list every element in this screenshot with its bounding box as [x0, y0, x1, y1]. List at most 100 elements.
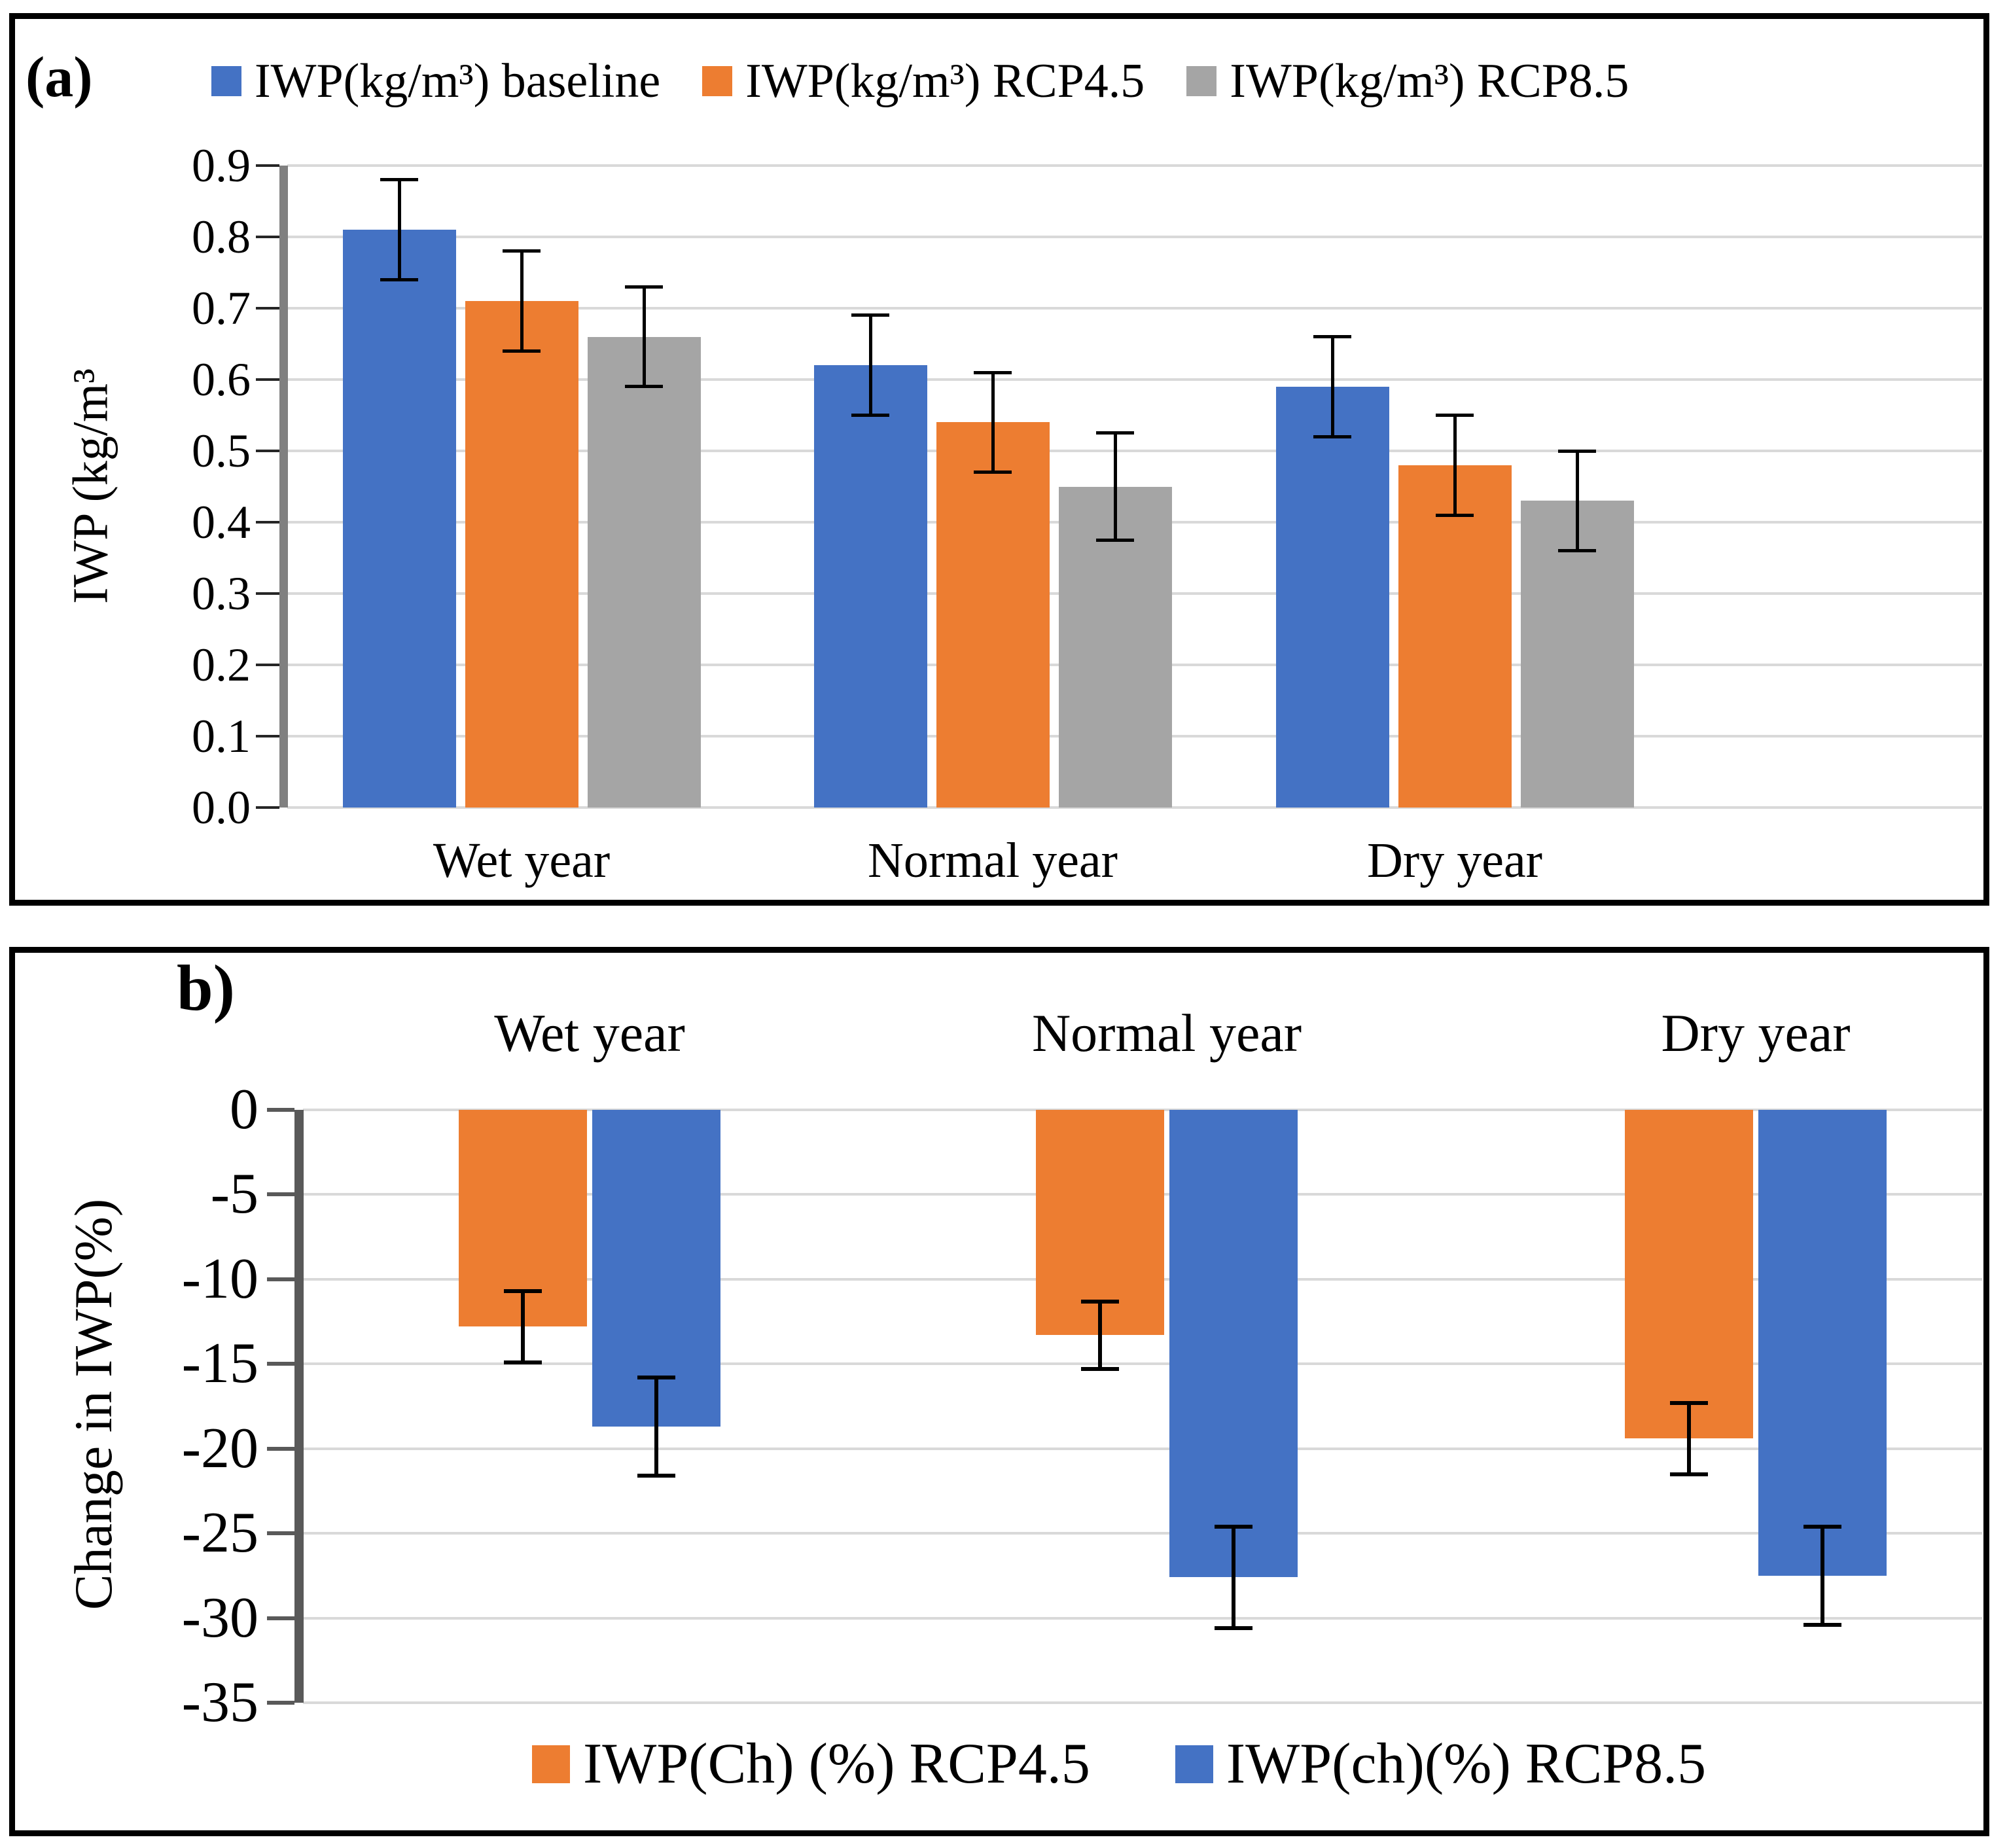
y-axis-tick: [267, 1108, 294, 1112]
category-label: Dry year: [1367, 833, 1542, 888]
legend-item: IWP(Ch) (%) RCP4.5: [532, 1735, 1090, 1793]
y-axis-tick: [256, 592, 279, 595]
gridline: [287, 164, 1982, 167]
error-bar-cap: [1558, 549, 1596, 553]
gridline: [287, 450, 1982, 452]
panel-b-label: b): [177, 951, 235, 1024]
y-axis-title-b: Change in IWP(%): [63, 1198, 123, 1610]
error-bar-cap: [380, 178, 418, 182]
bar: [1758, 1110, 1887, 1576]
error-bar-cap: [637, 1474, 675, 1478]
bar: [1625, 1110, 1753, 1439]
y-tick-label: -10: [181, 1247, 258, 1311]
error-bar-line: [991, 372, 995, 472]
error-bar-line: [1098, 1301, 1102, 1370]
y-axis-tick: [256, 806, 279, 809]
error-bar-cap: [1096, 431, 1134, 435]
error-bar-cap: [1081, 1367, 1119, 1372]
error-bar-line: [1330, 336, 1334, 437]
y-axis-tick: [267, 1277, 294, 1281]
error-bar-cap: [1803, 1622, 1841, 1627]
error-bar-line: [868, 315, 872, 416]
category-label: Wet year: [494, 1003, 685, 1063]
legend-label: IWP(kg/m³) RCP8.5: [1230, 54, 1629, 108]
y-axis-tick: [267, 1446, 294, 1451]
error-bar-cap: [637, 1375, 675, 1379]
legend-label: IWP(ch)(%) RCP8.5: [1226, 1732, 1707, 1796]
legend-swatch: [211, 66, 241, 96]
plot-area-b: 0 -5 -10 -15 -20 -25 -30 -35 Wet year Normal year…: [15, 953, 1983, 1830]
y-tick-label: 0.2: [192, 639, 251, 691]
error-bar-cap: [625, 285, 663, 289]
error-bar-cap: [1803, 1524, 1841, 1529]
y-axis-line: [279, 166, 288, 808]
legend-item: IWP(kg/m³) RCP4.5: [702, 57, 1145, 105]
error-bar-line: [642, 287, 646, 387]
gridline: [303, 1362, 1982, 1366]
legend-panel-a: IWP(kg/m³) baseline IWP(kg/m³) RCP4.5 IWP(…: [211, 57, 1629, 105]
bar: [936, 422, 1050, 808]
error-bar-cap: [974, 471, 1012, 474]
error-bar-cap: [1436, 513, 1474, 517]
y-tick-label: 0.1: [192, 710, 251, 762]
gridline: [303, 1701, 1982, 1704]
gridline: [303, 1616, 1982, 1620]
y-tick-label: -20: [181, 1416, 258, 1480]
y-axis-tick: [267, 1616, 294, 1620]
panel-a: (a) IWP(kg/m³) baseline IWP(kg/m³) RCP4.5…: [9, 13, 1989, 906]
error-bar-cap: [1215, 1626, 1252, 1631]
y-tick-label: 0.5: [192, 425, 251, 477]
y-tick-label: 0.9: [192, 139, 251, 192]
error-bar-line: [1232, 1526, 1235, 1629]
legend-swatch: [532, 1745, 570, 1783]
gridline: [287, 307, 1982, 310]
legend-item: IWP(kg/m³) baseline: [211, 57, 660, 105]
y-axis-tick: [267, 1531, 294, 1536]
gridline: [303, 1447, 1982, 1450]
bar: [342, 230, 456, 808]
y-tick-label: -30: [181, 1586, 258, 1650]
legend-label: IWP(Ch) (%) RCP4.5: [583, 1732, 1090, 1796]
y-tick-label: 0.3: [192, 567, 251, 620]
error-bar-cap: [851, 414, 889, 417]
panel-a-label: (a): [26, 46, 93, 109]
error-bar-cap: [503, 349, 541, 353]
category-label: Wet year: [433, 833, 611, 888]
legend-label: IWP(kg/m³) baseline: [255, 54, 661, 108]
y-axis-tick: [267, 1701, 294, 1705]
category-label: Dry year: [1661, 1003, 1851, 1063]
error-bar-cap: [1670, 1400, 1708, 1405]
legend-panel-b: IWP(Ch) (%) RCP4.5 IWP(ch)(%) RCP8.5: [532, 1735, 1706, 1793]
y-tick-label: 0.8: [192, 211, 251, 263]
error-bar-line: [1821, 1526, 1824, 1625]
gridline: [303, 1532, 1982, 1535]
bar: [592, 1110, 720, 1427]
bar: [813, 365, 927, 808]
error-bar-cap: [504, 1288, 542, 1293]
legend-item: IWP(kg/m³) RCP8.5: [1186, 57, 1629, 105]
y-axis-tick: [267, 1362, 294, 1366]
legend-label: IWP(kg/m³) RCP4.5: [745, 54, 1145, 108]
y-tick-label: -35: [181, 1671, 258, 1734]
y-axis-title-a: IWP (kg/m³: [63, 368, 118, 604]
bar: [1169, 1110, 1298, 1578]
error-bar-cap: [1096, 538, 1134, 542]
bar: [1275, 386, 1389, 808]
y-axis-tick: [267, 1192, 294, 1197]
error-bar-cap: [1670, 1472, 1708, 1476]
y-tick-label: 0.7: [192, 282, 251, 334]
y-tick-label: 0: [230, 1078, 258, 1141]
error-bar-cap: [380, 277, 418, 281]
category-label: Normal year: [1031, 1003, 1302, 1063]
error-bar-cap: [1313, 335, 1351, 339]
error-bar-line: [1113, 433, 1117, 541]
error-bar-cap: [1436, 414, 1474, 417]
y-axis-tick: [256, 521, 279, 524]
y-axis-tick: [256, 164, 279, 167]
legend-swatch: [702, 66, 733, 96]
gridline: [287, 806, 1982, 809]
error-bar-line: [397, 179, 401, 280]
error-bar-cap: [1558, 449, 1596, 453]
gridline: [287, 236, 1982, 238]
error-bar-line: [521, 1290, 525, 1362]
